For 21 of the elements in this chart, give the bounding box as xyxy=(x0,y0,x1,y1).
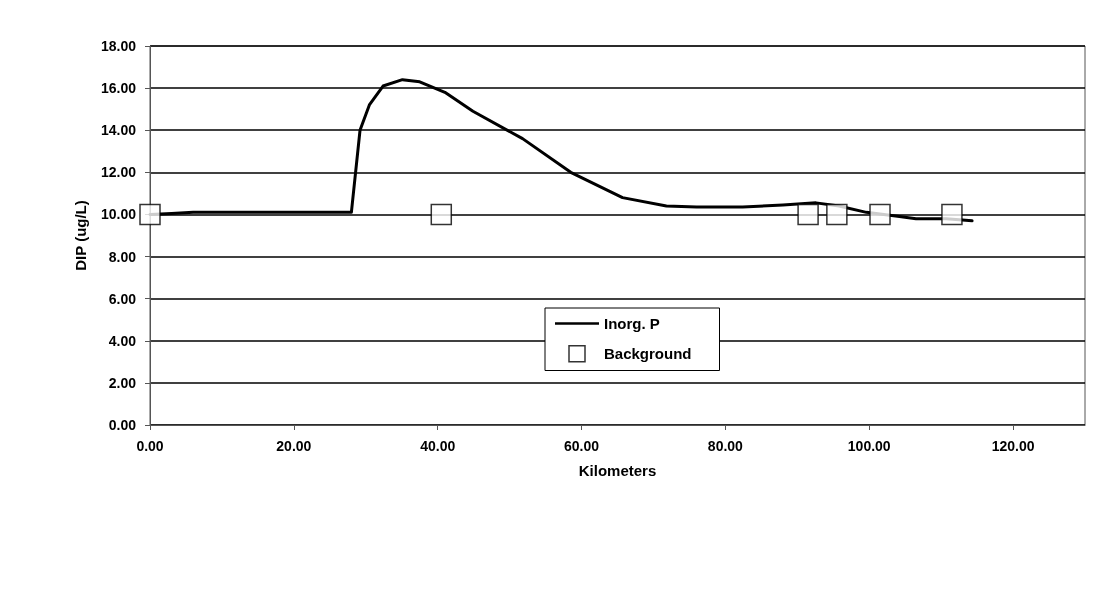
x-tick-label: 100.00 xyxy=(847,438,891,454)
legend-label: Background xyxy=(604,345,692,363)
x-tick-label: 80.00 xyxy=(707,438,744,454)
x-tick-label: 60.00 xyxy=(564,438,600,454)
y-tick-label: 12.00 xyxy=(100,164,137,181)
y-tick-label: 14.00 xyxy=(100,122,137,139)
y-tick-label: 10.00 xyxy=(100,206,137,223)
legend-label: Inorg. P xyxy=(604,315,660,332)
y-tick-label: 4.00 xyxy=(108,332,137,349)
x-tick-label: 120.00 xyxy=(991,438,1035,454)
x-tick-label: 20.00 xyxy=(276,438,312,454)
x-tick-label: 0.00 xyxy=(136,438,164,454)
x-axis-title: Kilometers xyxy=(578,462,657,479)
x-tick-label: 40.00 xyxy=(420,438,456,454)
y-tick-label: 16.00 xyxy=(100,80,137,97)
y-tick-label: 2.00 xyxy=(108,374,137,391)
y-tick-label: 8.00 xyxy=(108,248,137,265)
y-tick-label: 6.00 xyxy=(108,290,137,307)
y-tick-label: 18.00 xyxy=(100,38,137,54)
y-axis-title: DIP (ug/L) xyxy=(72,200,89,271)
y-tick-label: 0.00 xyxy=(108,417,137,433)
